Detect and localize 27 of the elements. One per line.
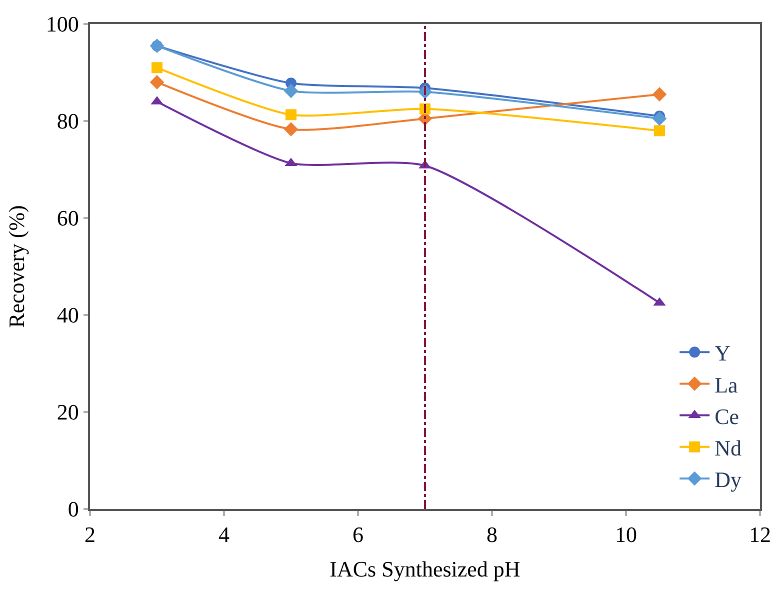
y-tick-label: 80 <box>56 108 79 134</box>
y-tick-label: 100 <box>46 12 79 37</box>
x-tick-label: 10 <box>615 522 637 548</box>
legend-label: Y <box>714 340 731 366</box>
y-tick-label: 20 <box>56 400 79 425</box>
point <box>652 111 667 126</box>
y-tick-label: 60 <box>56 206 79 231</box>
y-tick-label: 0 <box>68 496 79 522</box>
x-tick-label: 4 <box>218 522 230 548</box>
point <box>150 75 164 90</box>
x-tick-label: 12 <box>749 522 771 548</box>
legend-label: La <box>714 372 738 398</box>
x-axis-title: IACs Synthesized pH <box>330 556 520 582</box>
legend-label: Ce <box>714 404 740 429</box>
point <box>654 125 665 136</box>
x-tick-label: 6 <box>352 522 364 548</box>
x-tick-label: 2 <box>84 522 96 548</box>
point <box>286 109 296 120</box>
point <box>284 84 298 98</box>
y-tick-label: 40 <box>56 302 79 328</box>
point <box>652 87 667 102</box>
point <box>284 122 298 136</box>
legend-label: Dy <box>714 467 742 492</box>
y-axis-title: Recovery (%) <box>4 205 30 328</box>
x-tick-label: 8 <box>486 522 498 548</box>
legend-label: Nd <box>714 435 742 460</box>
point <box>152 62 162 74</box>
